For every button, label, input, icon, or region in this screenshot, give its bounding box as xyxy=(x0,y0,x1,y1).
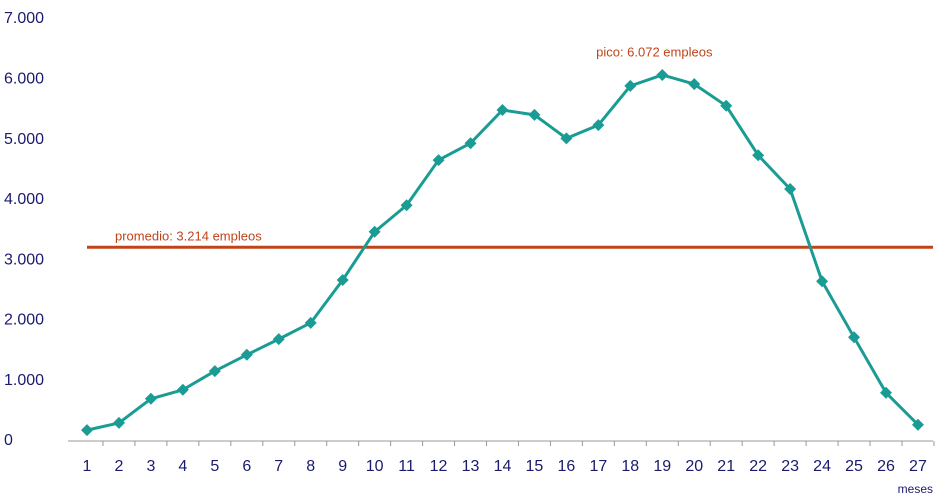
x-tick-label: 27 xyxy=(909,458,927,475)
data-point xyxy=(336,274,349,287)
data-point xyxy=(368,225,381,238)
data-point xyxy=(112,416,125,429)
data-point xyxy=(688,78,701,91)
peak-label: pico: 6.072 empleos xyxy=(596,44,713,59)
data-point xyxy=(496,104,509,117)
data-point xyxy=(816,275,829,288)
y-tick-label: 6.000 xyxy=(4,71,44,88)
data-point xyxy=(880,386,892,399)
data-point xyxy=(528,108,541,121)
data-point xyxy=(432,154,445,167)
x-tick-label: 16 xyxy=(558,458,576,475)
x-tick-label: 8 xyxy=(306,458,315,475)
data-point xyxy=(240,348,253,361)
data-point xyxy=(848,331,861,344)
x-tick-label: 3 xyxy=(146,458,155,475)
data-point xyxy=(624,79,637,92)
y-tick-label: 1.000 xyxy=(4,372,44,389)
y-tick-label: 4.000 xyxy=(4,191,44,208)
x-tick-label: 21 xyxy=(717,458,735,475)
series-line xyxy=(86,73,920,432)
y-tick-label: 7.000 xyxy=(4,10,44,27)
data-point xyxy=(656,68,669,81)
data-point xyxy=(720,99,733,112)
x-tick-label: 22 xyxy=(749,458,767,475)
x-tick-label: 23 xyxy=(781,458,799,475)
x-tick-label: 11 xyxy=(398,458,415,475)
x-tick-label: 7 xyxy=(274,458,283,475)
data-point xyxy=(208,365,221,378)
x-tick-label: 19 xyxy=(653,458,671,475)
x-tick-label: 26 xyxy=(877,458,895,475)
x-tick-label: 1 xyxy=(83,458,92,475)
y-tick-label: 2.000 xyxy=(4,312,44,329)
y-tick-label: 3.000 xyxy=(4,251,44,268)
x-tick-label: 4 xyxy=(178,458,187,475)
y-tick-label: 0 xyxy=(4,432,13,449)
x-tick-label: 5 xyxy=(210,458,219,475)
x-tick-label: 13 xyxy=(462,458,480,475)
data-point xyxy=(560,132,573,145)
x-tick-label: 20 xyxy=(685,458,703,475)
x-tick-label: 17 xyxy=(589,458,607,475)
data-point xyxy=(81,424,93,437)
data-point xyxy=(784,183,797,196)
x-tick-label: 12 xyxy=(430,458,448,475)
x-tick-label: 9 xyxy=(338,458,347,475)
x-tick-label: 2 xyxy=(115,458,124,475)
x-axis-label: meses xyxy=(898,482,933,496)
y-tick-label: 5.000 xyxy=(4,131,44,148)
average-label: promedio: 3.214 empleos xyxy=(115,229,262,244)
x-tick-label: 24 xyxy=(813,458,831,475)
x-tick-label: 10 xyxy=(366,458,384,475)
x-tick-label: 18 xyxy=(621,458,639,475)
x-tick-label: 25 xyxy=(845,458,863,475)
data-point xyxy=(911,418,924,431)
data-point xyxy=(400,199,413,212)
x-tick-label: 15 xyxy=(526,458,544,475)
x-tick-label: 6 xyxy=(242,458,251,475)
data-point xyxy=(464,137,477,150)
data-point xyxy=(592,119,605,132)
data-point xyxy=(304,316,317,329)
data-point xyxy=(176,383,189,396)
data-point xyxy=(144,392,157,405)
data-point xyxy=(272,333,285,346)
data-point xyxy=(752,149,765,162)
x-tick-label: 14 xyxy=(494,458,512,475)
